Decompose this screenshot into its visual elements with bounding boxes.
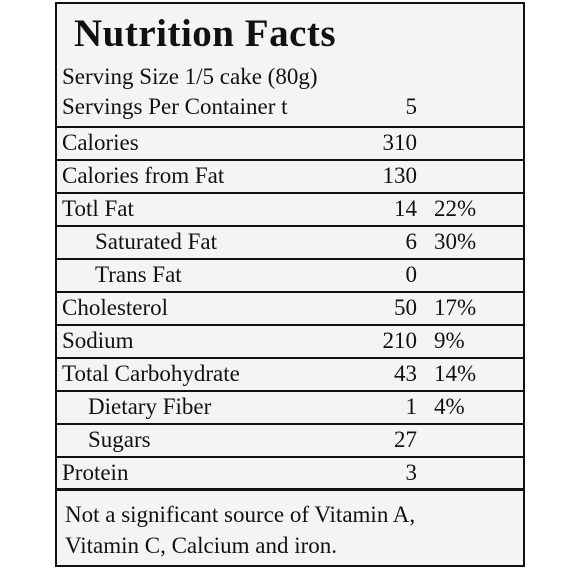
nutrient-row-cholesterol: Cholesterol 50 17% xyxy=(57,291,523,323)
row-amount: 3 xyxy=(405,460,418,485)
vitamin-footnote: Not a significant source of Vitamin A, V… xyxy=(57,488,523,565)
nutrient-row-total-fat: Totl Fat 14 22% xyxy=(57,192,523,224)
nutrient-row-saturated-fat: Saturated Fat 6 30% xyxy=(57,225,523,257)
row-daily-value: 30% xyxy=(434,229,477,254)
row-amount: 1 xyxy=(405,394,418,419)
row-amount: 130 xyxy=(382,163,418,188)
nutrient-row-calories-from-fat: Calories from Fat 130 xyxy=(57,159,523,191)
row-name: Trans Fat xyxy=(95,262,182,287)
row-daily-value: 17% xyxy=(434,295,477,320)
label-title: Nutrition Facts xyxy=(74,12,337,55)
row-name: Total Carbohydrate xyxy=(62,361,240,386)
row-name: Cholesterol xyxy=(62,295,169,320)
nutrient-row-dietary-fiber: Dietary Fiber 1 4% xyxy=(57,390,523,422)
serving-size: Serving Size 1/5 cake (80g) xyxy=(62,64,318,89)
servings-per-container-row: Servings Per Container t 5 xyxy=(57,92,523,124)
row-amount: 14 xyxy=(394,196,417,221)
row-name: Saturated Fat xyxy=(95,229,217,254)
row-amount: 0 xyxy=(405,262,418,287)
footnote-line: Vitamin C, Calcium and iron. xyxy=(65,533,338,558)
row-name: Dietary Fiber xyxy=(88,394,212,419)
row-name: Calories xyxy=(62,130,139,155)
row-amount: 27 xyxy=(394,427,417,452)
row-name: Calories from Fat xyxy=(62,163,225,188)
row-name: Totl Fat xyxy=(62,196,134,221)
row-name: Sugars xyxy=(88,427,151,452)
row-amount: 43 xyxy=(394,361,417,386)
nutrient-row-trans-fat: Trans Fat 0 xyxy=(57,258,523,290)
nutrient-row-total-carbohydrate: Total Carbohydrate 43 14% xyxy=(57,357,523,389)
row-amount: 5 xyxy=(405,94,418,119)
row-daily-value: 9% xyxy=(434,328,465,353)
nutrition-facts-label: Nutrition Facts Serving Size 1/5 cake (8… xyxy=(55,2,525,567)
row-daily-value: 4% xyxy=(434,394,465,419)
nutrient-row-sodium: Sodium 210 9% xyxy=(57,324,523,356)
nutrient-row-protein: Protein 3 xyxy=(57,456,523,488)
footnote-line: Not a significant source of Vitamin A, xyxy=(65,502,416,527)
row-amount: 210 xyxy=(382,328,418,353)
nutrient-row-sugars: Sugars 27 xyxy=(57,423,523,455)
row-amount: 50 xyxy=(394,295,417,320)
row-amount: 6 xyxy=(405,229,418,254)
row-daily-value: 14% xyxy=(434,361,477,386)
row-name: Sodium xyxy=(62,328,134,353)
row-amount: 310 xyxy=(382,130,418,155)
row-name: Protein xyxy=(62,460,129,485)
nutrient-row-calories: Calories 310 xyxy=(57,126,523,158)
row-name: Servings Per Container t xyxy=(62,94,288,119)
row-daily-value: 22% xyxy=(434,196,477,221)
